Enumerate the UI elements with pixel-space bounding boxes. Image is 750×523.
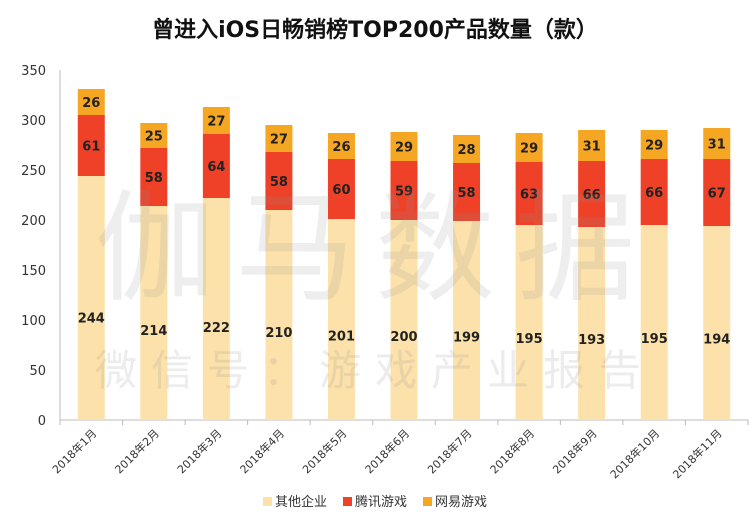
- data-label: 58: [270, 175, 288, 190]
- data-label: 66: [645, 186, 663, 201]
- data-label: 29: [645, 139, 663, 154]
- bar-segment: [703, 226, 731, 420]
- bar-segment: [703, 128, 731, 159]
- x-tick-label: 2018年1月: [49, 426, 99, 476]
- data-label: 25: [145, 130, 163, 145]
- bar-segment: [640, 225, 668, 420]
- y-tick-label: 100: [21, 314, 46, 329]
- chart-title: 曾进入iOS日畅销榜TOP200产品数量（款）: [152, 18, 598, 43]
- legend-label: 腾讯游戏: [354, 495, 407, 510]
- x-tick-label: 2018年8月: [487, 426, 537, 476]
- bar-segment: [390, 132, 418, 161]
- legend-swatch: [262, 497, 272, 506]
- bar-segment: [327, 159, 355, 219]
- bar-segment: [640, 130, 668, 159]
- bar-segment: [453, 163, 481, 221]
- y-tick-label: 300: [21, 114, 46, 129]
- x-tick-label: 2018年6月: [362, 426, 412, 476]
- data-label: 195: [516, 332, 543, 347]
- x-tick-label: 2018年7月: [424, 426, 474, 476]
- data-label: 58: [457, 186, 475, 201]
- bar-segment: [77, 115, 105, 176]
- bar-segment: [515, 225, 543, 420]
- data-label: 28: [457, 143, 475, 158]
- data-label: 199: [453, 330, 480, 345]
- data-label: 29: [395, 141, 413, 156]
- y-tick-label: 200: [21, 214, 46, 229]
- y-tick-label: 150: [21, 264, 46, 279]
- data-label: 244: [78, 312, 105, 327]
- bar-segment: [453, 221, 481, 420]
- watermark-text: 微信号：游戏产业报告: [95, 346, 655, 395]
- bar-segment: [390, 161, 418, 220]
- data-label: 201: [328, 330, 355, 345]
- data-label: 26: [82, 96, 100, 111]
- data-label: 67: [708, 187, 726, 202]
- data-label: 31: [708, 138, 726, 153]
- data-label: 29: [520, 142, 538, 157]
- bar-segment: [515, 133, 543, 162]
- x-tick-label: 2018年2月: [112, 426, 162, 476]
- bar-segment: [578, 130, 606, 161]
- y-tick-label: 250: [21, 164, 46, 179]
- bar-segment: [77, 89, 105, 115]
- bar-segment: [703, 159, 731, 226]
- data-label: 195: [641, 332, 668, 347]
- data-label: 210: [265, 326, 292, 341]
- legend: 其他企业 腾讯游戏 网易游戏: [0, 491, 750, 510]
- bar-segment: [77, 176, 105, 420]
- legend-item: 腾讯游戏: [342, 491, 407, 510]
- data-label: 27: [207, 115, 225, 130]
- data-label: 193: [578, 333, 605, 348]
- legend-swatch: [342, 497, 352, 506]
- data-label: 31: [583, 140, 601, 155]
- bar-segment: [640, 159, 668, 225]
- bar-segment: [453, 135, 481, 163]
- legend-item: 网易游戏: [423, 491, 487, 510]
- legend-swatch: [423, 497, 432, 506]
- x-tick-label: 2018年10月: [607, 426, 662, 481]
- bar-segment: [140, 148, 168, 206]
- bar-segment: [390, 220, 418, 420]
- bar-segment: [140, 123, 168, 148]
- bar-segment: [265, 152, 293, 210]
- data-label: 200: [390, 330, 417, 345]
- data-label: 59: [395, 185, 413, 200]
- x-tick-label: 2018年11月: [670, 426, 725, 481]
- bar-segment: [265, 210, 293, 420]
- bar-segment: [578, 161, 606, 227]
- y-tick-label: 0: [38, 414, 46, 429]
- data-label: 58: [145, 171, 163, 186]
- data-label: 66: [583, 188, 601, 203]
- y-tick-label: 50: [29, 364, 46, 379]
- data-label: 60: [332, 183, 350, 198]
- data-label: 222: [203, 321, 230, 336]
- data-label: 214: [140, 324, 167, 339]
- data-label: 63: [520, 188, 538, 203]
- bar-segment: [140, 206, 168, 420]
- x-tick-label: 2018年4月: [237, 426, 287, 476]
- bar-segment: [265, 125, 293, 152]
- legend-label: 网易游戏: [435, 495, 488, 510]
- bar-segment: [578, 227, 606, 420]
- bar-segment: [327, 133, 355, 159]
- bar-segment: [515, 162, 543, 225]
- bar-segment: [202, 107, 230, 134]
- data-label: 27: [270, 133, 288, 148]
- legend-item: 其他企业: [262, 491, 327, 510]
- bar-segment: [327, 219, 355, 420]
- data-label: 26: [332, 140, 350, 155]
- y-tick-label: 350: [21, 64, 46, 79]
- x-tick-label: 2018年9月: [550, 426, 600, 476]
- data-label: 64: [207, 160, 225, 175]
- legend-label: 其他企业: [274, 495, 327, 510]
- data-label: 194: [703, 333, 730, 348]
- bar-segment: [202, 198, 230, 420]
- bar-segment: [202, 134, 230, 198]
- x-tick-label: 2018年3月: [174, 426, 224, 476]
- data-label: 61: [82, 140, 100, 155]
- watermark-logo: 伽马数据: [95, 180, 655, 319]
- x-tick-label: 2018年5月: [299, 426, 349, 476]
